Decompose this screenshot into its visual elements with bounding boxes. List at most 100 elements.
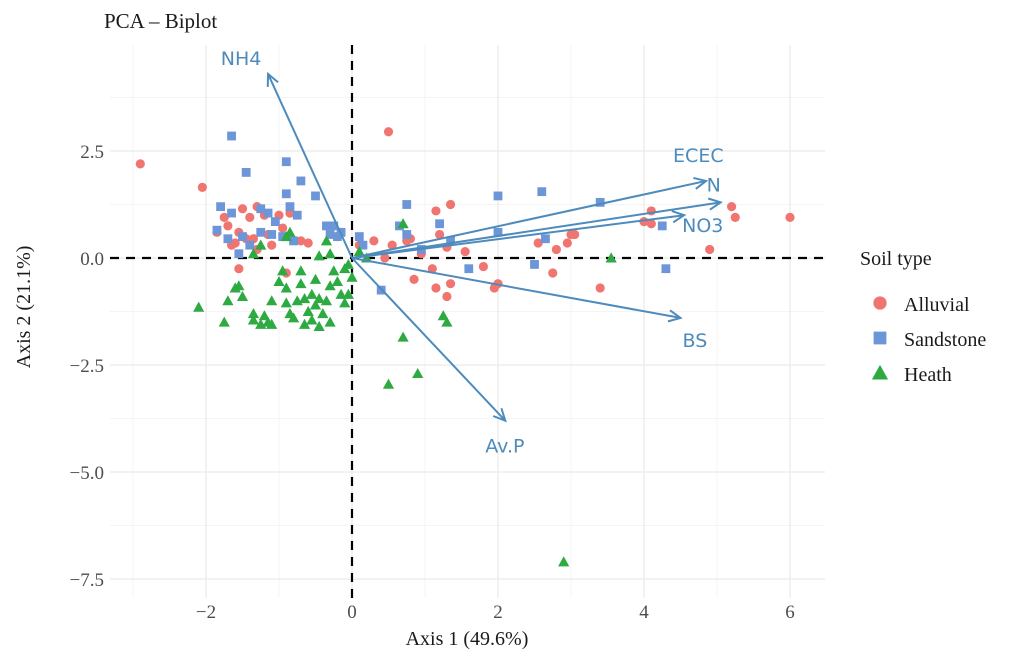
- heath-point: [397, 331, 409, 342]
- alluvial-point: [278, 223, 288, 233]
- alluvial-point: [387, 240, 397, 250]
- alluvial-point: [369, 236, 379, 246]
- loading-arrow-n: [351, 201, 721, 259]
- alluvial-point: [460, 246, 470, 257]
- reference-lines: [110, 45, 825, 598]
- alluvial-point: [303, 238, 313, 248]
- loading-label: NH4: [221, 48, 262, 70]
- heath-point: [280, 282, 292, 293]
- heath-point: [382, 378, 395, 389]
- alluvial-point: [730, 212, 740, 222]
- sandstone-point: [278, 232, 288, 241]
- sandstone-point: [541, 234, 550, 244]
- sandstone-point: [657, 221, 667, 231]
- heath-point: [313, 293, 325, 304]
- sandstone-point: [402, 200, 412, 209]
- heath-point: [229, 282, 241, 293]
- heath-point: [342, 258, 354, 269]
- loading-label: Av.P: [485, 436, 524, 458]
- heath-point: [320, 235, 333, 246]
- alluvial-point: [427, 264, 437, 274]
- sandstone-point: [530, 260, 539, 269]
- sandstone-point: [292, 210, 302, 220]
- sandstone-point: [464, 264, 474, 274]
- heath-point: [266, 318, 278, 329]
- heath-point: [298, 318, 311, 329]
- arrowhead: [667, 309, 683, 323]
- alluvial-point: [548, 268, 558, 278]
- alluvial-point: [442, 291, 452, 302]
- legend-key-heath: [871, 364, 889, 380]
- sandstone-point: [358, 240, 368, 250]
- sandstone-point: [493, 191, 503, 201]
- sandstone-point: [245, 240, 255, 250]
- y-tick-label: 2.5: [80, 142, 104, 163]
- heath-point: [353, 245, 365, 257]
- alluvial-point: [595, 283, 605, 293]
- x-tick-label: 2: [493, 602, 503, 623]
- sandstone-point: [446, 236, 455, 246]
- sandstone-point: [281, 189, 291, 199]
- alluvial-point: [431, 283, 441, 293]
- heath-point: [280, 297, 292, 308]
- loading-arrows: NH4 ECEC N NO3 BS Av.P: [221, 48, 724, 458]
- y-tick-label: −2.5: [70, 356, 104, 377]
- heath-point: [437, 310, 449, 321]
- sandstone-point: [296, 176, 306, 186]
- y-tick-label: −7.5: [70, 570, 104, 591]
- sandstone-point: [285, 202, 295, 212]
- y-axis-title: Axis 2 (21.1%): [13, 246, 35, 369]
- heath-point: [302, 305, 314, 316]
- sandstone-point: [311, 191, 320, 201]
- alluvial-point: [566, 229, 576, 240]
- loading-label: NO3: [682, 215, 723, 237]
- heath-point: [258, 310, 270, 321]
- heath-point: [324, 280, 336, 291]
- heath-point: [397, 218, 409, 229]
- arrowhead: [693, 176, 709, 190]
- sandstone-point: [329, 221, 339, 231]
- loading-arrow-nh4: [267, 73, 353, 259]
- heath-point: [335, 288, 347, 299]
- loading-arrow-ecec: [351, 179, 707, 259]
- x-tick-label: 4: [639, 602, 649, 623]
- alluvial-point: [445, 279, 456, 289]
- arrowhead: [492, 407, 507, 423]
- alluvial-point: [380, 253, 390, 263]
- alluvial-point: [223, 221, 233, 231]
- heath-point: [313, 320, 325, 331]
- heath-point: [339, 297, 351, 308]
- alluvial-point: [478, 261, 488, 272]
- heath-point: [331, 275, 343, 287]
- alluvial-point: [533, 238, 543, 248]
- heath-point: [328, 265, 340, 276]
- legend-title: Soil type: [860, 248, 932, 270]
- sandstone-point: [661, 264, 671, 274]
- sandstone-point: [263, 208, 273, 218]
- heath-point: [236, 290, 249, 301]
- alluvial-point: [785, 212, 795, 222]
- alluvial-point: [431, 206, 441, 216]
- x-tick-label: 0: [347, 602, 357, 623]
- alluvial-point: [245, 212, 255, 222]
- legend: Soil type Alluvial Sandstone Heath: [860, 248, 986, 386]
- loading-arrow-avp: [351, 257, 507, 422]
- loading-arrow-no3: [351, 214, 685, 259]
- heath-point: [309, 273, 322, 284]
- sandstone-point: [227, 131, 236, 141]
- heath-point: [342, 288, 354, 299]
- alluvial-point: [551, 244, 562, 255]
- heath-point: [441, 316, 453, 327]
- heath-point: [309, 299, 322, 310]
- heath-point: [288, 312, 300, 323]
- sandstone-point: [212, 225, 222, 235]
- alluvial-point: [409, 274, 419, 284]
- heath-point: [558, 556, 570, 567]
- alluvial-point: [435, 229, 445, 240]
- heath-point: [273, 275, 285, 287]
- heath-point: [320, 295, 333, 306]
- sandstone-point: [234, 249, 244, 259]
- grid-lines: [110, 45, 825, 598]
- alluvial-point: [562, 238, 572, 248]
- heath-point: [193, 301, 205, 312]
